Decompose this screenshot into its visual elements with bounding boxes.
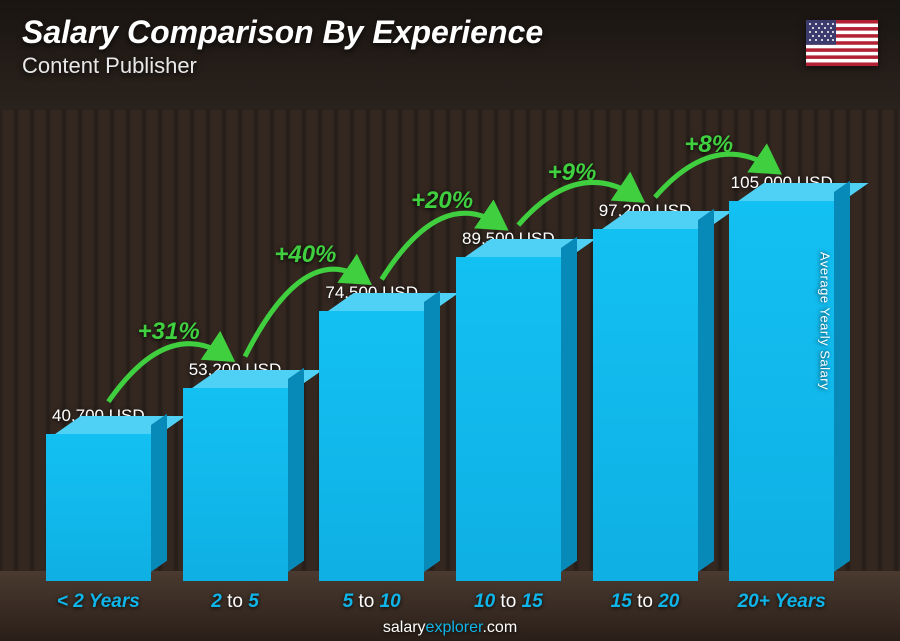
category-label: 2 to 5	[167, 591, 304, 613]
us-flag-icon	[806, 20, 878, 66]
y-axis-label: Average Yearly Salary	[817, 251, 832, 389]
bar-front	[46, 434, 151, 581]
category-label: 10 to 15	[440, 591, 577, 613]
category-label: 5 to 10	[303, 591, 440, 613]
bar-group: 97,200 USD	[577, 201, 714, 581]
footer-brand: salaryexplorer.com	[383, 619, 517, 636]
page-subtitle: Content Publisher	[22, 53, 543, 79]
footer: salaryexplorer.com	[0, 619, 900, 637]
bar-group: 40,700 USD	[30, 406, 167, 581]
footer-prefix: salary	[383, 619, 426, 636]
bar-side	[424, 291, 440, 572]
bar-side	[698, 209, 714, 572]
category-label: 20+ Years	[713, 591, 850, 613]
category-axis: < 2 Years2 to 55 to 1010 to 1515 to 2020…	[30, 591, 850, 613]
bar	[46, 434, 151, 581]
bar	[183, 388, 288, 581]
footer-accent: explorer	[426, 619, 483, 636]
bar-group: 74,500 USD	[303, 283, 440, 581]
header: Salary Comparison By Experience Content …	[22, 14, 543, 79]
bar-side	[151, 414, 167, 572]
category-label: < 2 Years	[30, 591, 167, 613]
bar-front	[593, 229, 698, 581]
bar-front	[319, 311, 424, 581]
bar-front	[456, 257, 561, 581]
bar-side	[288, 368, 304, 572]
bar-side	[561, 237, 577, 572]
bar	[593, 229, 698, 581]
footer-suffix: .com	[482, 619, 517, 636]
bar	[319, 311, 424, 581]
bar-group: 89,500 USD	[440, 229, 577, 581]
bar-front	[183, 388, 288, 581]
category-label: 15 to 20	[577, 591, 714, 613]
bar-side	[834, 181, 850, 572]
bar-group: 53,200 USD	[167, 360, 304, 581]
bar	[456, 257, 561, 581]
page-title: Salary Comparison By Experience	[22, 14, 543, 51]
bar-chart: 40,700 USD53,200 USD74,500 USD89,500 USD…	[30, 101, 850, 581]
